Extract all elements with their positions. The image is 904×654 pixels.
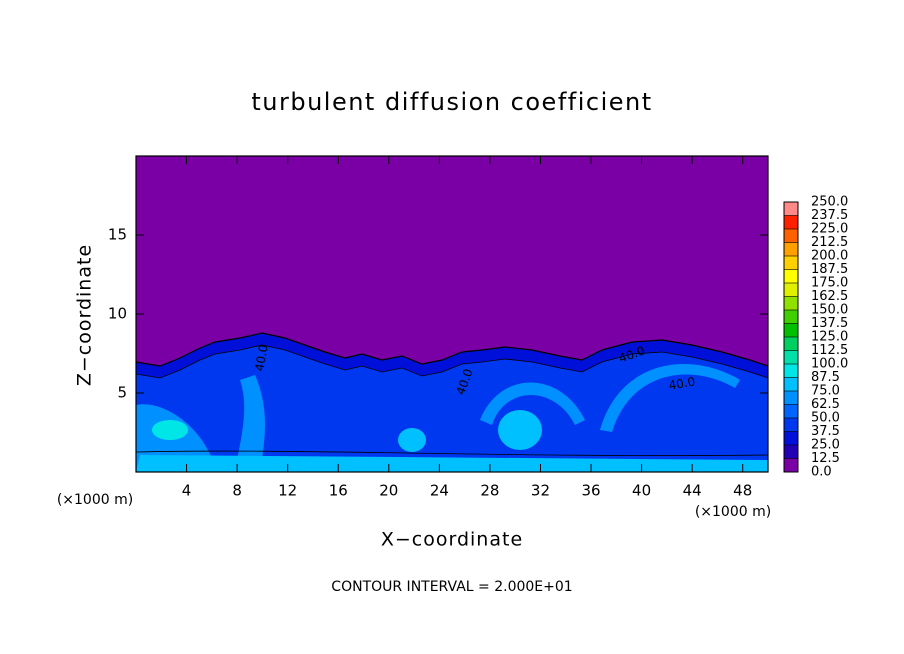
chart-title: turbulent diffusion coefficient — [251, 88, 652, 116]
colorbar-swatch — [784, 377, 798, 391]
colorbar-label: 62.5 — [811, 397, 840, 412]
colorbar-label: 125.0 — [811, 330, 848, 345]
colorbar-swatch — [784, 458, 798, 472]
colorbar-swatch — [784, 296, 798, 310]
colorbar-label: 237.5 — [811, 208, 848, 223]
colorbar-swatch — [784, 323, 798, 337]
x-tick-label: 12 — [278, 482, 297, 500]
field-swirl — [398, 428, 426, 452]
colorbar-swatch — [784, 350, 798, 364]
colorbar-label: 137.5 — [811, 316, 848, 331]
colorbar-swatch — [784, 337, 798, 351]
colorbar-swatch — [784, 283, 798, 297]
field-swirl — [498, 410, 542, 450]
field-layer — [480, 382, 585, 425]
colorbar-swatch — [784, 431, 798, 445]
field-layer — [136, 345, 768, 472]
colorbar-swatch — [784, 256, 798, 270]
footnote: CONTOUR INTERVAL = 2.000E+01 — [331, 579, 572, 595]
x-tick-label: 40 — [632, 482, 651, 500]
colorbar-label: 200.0 — [811, 249, 848, 264]
colorbar-swatch — [784, 445, 798, 459]
x-tick-label: 36 — [581, 482, 600, 500]
colorbar-swatch — [784, 391, 798, 405]
contour-line — [135, 332, 769, 367]
x-tick-label: 20 — [379, 482, 398, 500]
x-tick-label: 44 — [683, 482, 702, 500]
contour-label: 40.0 — [252, 344, 270, 373]
colorbar-swatch — [784, 242, 798, 256]
y-tick-label: 10 — [108, 305, 127, 323]
colorbar-label: 0.0 — [811, 465, 832, 480]
colorbar-swatch — [784, 364, 798, 378]
field-swirl — [152, 420, 188, 440]
colorbar-swatch — [784, 310, 798, 324]
colorbar-label: 250.0 — [811, 195, 848, 210]
x-tick-label: 28 — [480, 482, 499, 500]
x-tick-label: 48 — [733, 482, 752, 500]
contour-line — [135, 344, 769, 379]
colorbar-label: 25.0 — [811, 438, 840, 453]
field-layer — [136, 455, 768, 472]
x-tick-label: 8 — [232, 482, 242, 500]
x-tick-label: 24 — [430, 482, 449, 500]
colorbar-swatch — [784, 215, 798, 229]
y-axis-label: Z−coordinate — [74, 244, 96, 386]
colorbar-label: 175.0 — [811, 276, 848, 291]
colorbar-swatch — [784, 269, 798, 283]
colorbar-label: 162.5 — [811, 289, 848, 304]
x-tick-label: 32 — [531, 482, 550, 500]
x-tick-label: 16 — [329, 482, 348, 500]
colorbar-label: 187.5 — [811, 262, 848, 277]
colorbar-label: 37.5 — [811, 424, 840, 439]
field-layer — [235, 375, 265, 472]
x-unit: (×1000 m) — [57, 492, 133, 508]
y-tick-label: 15 — [108, 226, 127, 244]
y-tick-label: 5 — [117, 384, 127, 402]
colorbar-swatch — [784, 229, 798, 243]
colorbar-label: 12.5 — [811, 451, 840, 466]
colorbar-label: 100.0 — [811, 357, 848, 372]
colorbar-label: 50.0 — [811, 411, 840, 426]
colorbar-label: 150.0 — [811, 303, 848, 318]
colorbar-swatch — [784, 202, 798, 216]
colorbar-label: 112.5 — [811, 343, 848, 358]
colorbar-swatch — [784, 404, 798, 418]
contour-label: 40.0 — [668, 374, 697, 392]
colorbar-label: 225.0 — [811, 222, 848, 237]
colorbar-label: 75.0 — [811, 384, 840, 399]
colorbar-swatch — [784, 418, 798, 432]
colorbar-label: 87.5 — [811, 370, 840, 385]
x-unit: (×1000 m) — [695, 504, 771, 520]
field-layer — [600, 364, 740, 432]
colorbar-label: 212.5 — [811, 235, 848, 250]
x-axis-label: X−coordinate — [381, 529, 523, 551]
x-tick-label: 4 — [182, 482, 192, 500]
contour-line — [135, 450, 769, 456]
